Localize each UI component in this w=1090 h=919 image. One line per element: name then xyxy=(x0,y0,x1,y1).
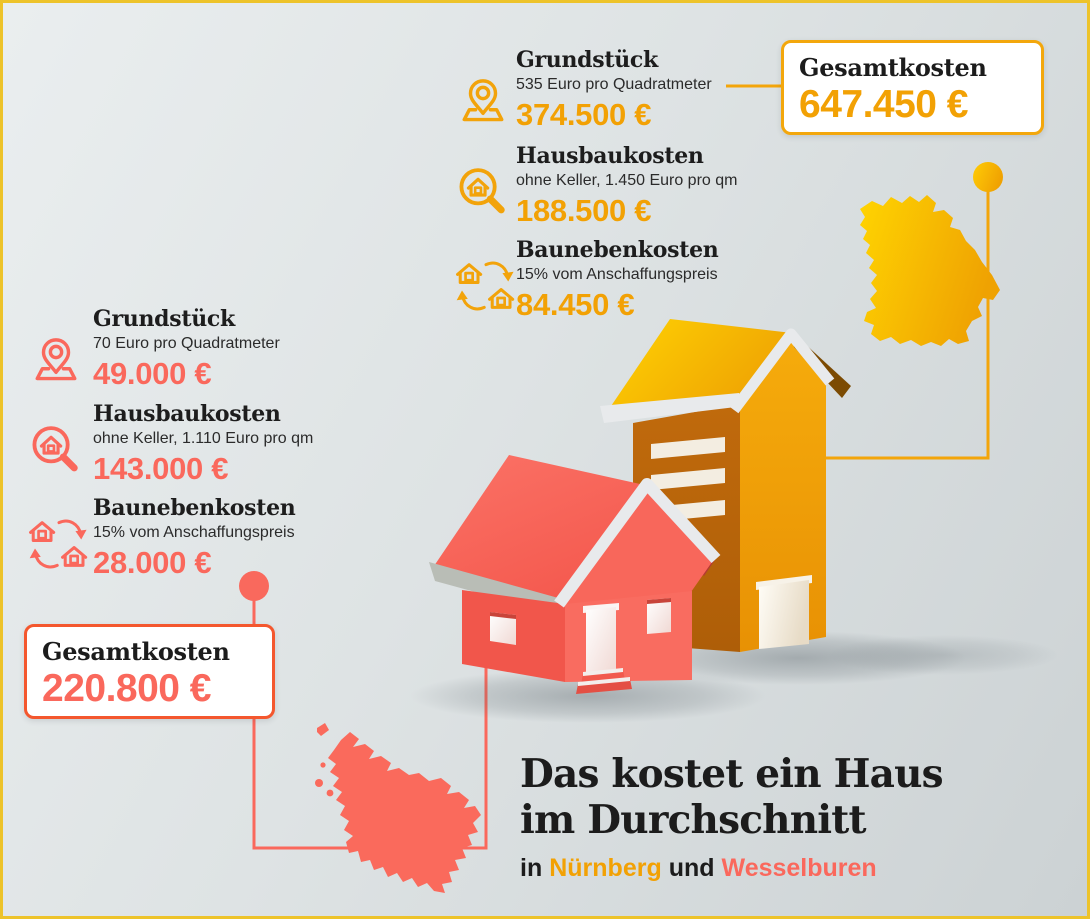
total-cost-label: Gesamtkosten xyxy=(799,53,987,82)
schleswig-holstein-map xyxy=(315,723,481,893)
subtitle-prefix: in xyxy=(520,854,543,882)
bavaria-map xyxy=(860,195,1000,346)
page-title-line2: im Durchschnitt xyxy=(520,797,867,843)
connector-lines xyxy=(252,84,990,850)
page-title-line1: Das kostet ein Haus xyxy=(520,751,944,797)
total-cost-box-wesselburen: Gesamtkosten 220.800 € xyxy=(24,624,275,719)
subtitle-city-nuernberg: Nürnberg xyxy=(549,854,662,882)
red-house-illustration xyxy=(429,455,721,694)
total-cost-value: 647.450 € xyxy=(799,83,969,126)
subtitle-conjunction: und xyxy=(668,854,715,882)
total-cost-value: 220.800 € xyxy=(42,667,212,710)
orange-connector-dot xyxy=(973,162,1003,192)
page-subtitle: in Nürnberg und Wesselburen xyxy=(520,854,1060,883)
illustration-scene xyxy=(239,84,1058,893)
total-cost-box-nuernberg: Gesamtkosten 647.450 € xyxy=(781,40,1044,135)
total-cost-label: Gesamtkosten xyxy=(42,637,230,666)
subtitle-city-wesselburen: Wesselburen xyxy=(721,854,877,882)
red-connector-dot xyxy=(239,571,269,601)
title-block: Das kostet ein Haus im Durchschnitt in Nü… xyxy=(520,751,1060,883)
